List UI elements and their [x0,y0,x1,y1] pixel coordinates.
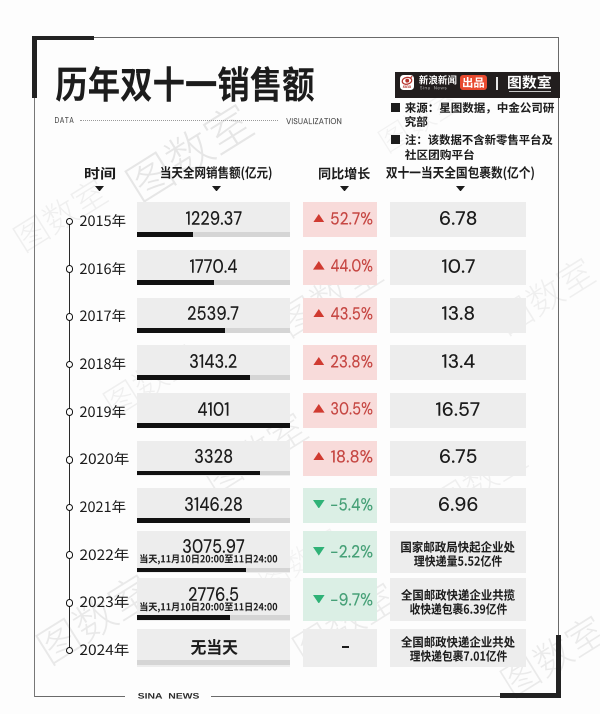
svg-text:sina: sina [402,84,411,89]
